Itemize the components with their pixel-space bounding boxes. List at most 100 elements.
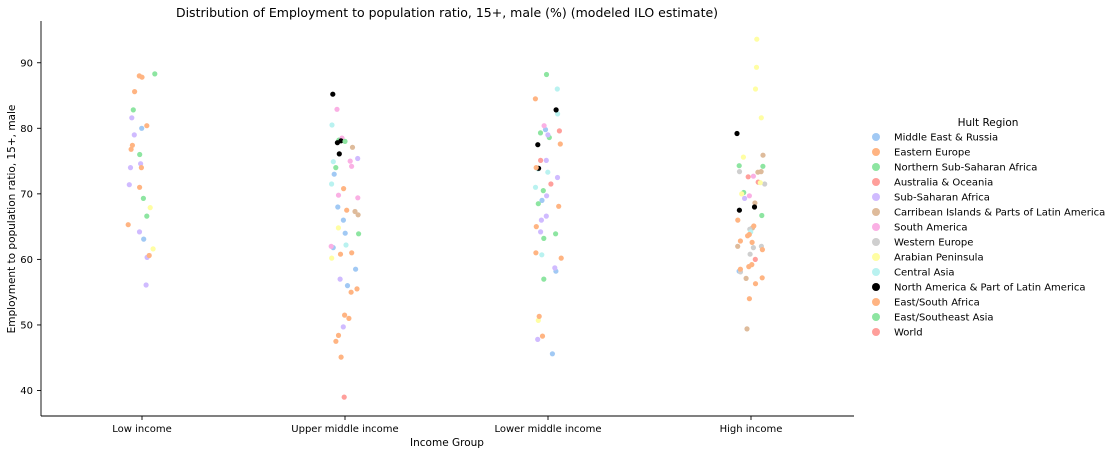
data-point: [538, 229, 544, 235]
data-point: [532, 96, 539, 102]
legend-marker: [872, 223, 880, 231]
data-point: [352, 208, 358, 215]
y-tick-label: 60: [20, 255, 33, 266]
data-point: [753, 64, 760, 70]
data-point: [349, 163, 355, 169]
data-point: [749, 239, 755, 245]
data-point: [538, 217, 545, 223]
legend-marker: [872, 163, 880, 171]
y-tick-label: 80: [20, 124, 33, 135]
data-point: [557, 141, 563, 147]
data-point: [745, 174, 751, 180]
data-point: [340, 324, 346, 330]
data-point: [540, 188, 546, 194]
data-point: [346, 315, 352, 321]
data-point: [541, 235, 547, 241]
data-point: [752, 200, 758, 206]
data-point: [533, 250, 539, 256]
data-point: [750, 245, 757, 251]
data-point: [736, 169, 743, 175]
legend-label: Sub-Saharan Africa: [894, 193, 990, 204]
data-point: [736, 207, 743, 213]
legend-marker: [872, 328, 880, 336]
data-point: [150, 246, 156, 252]
legend-label: East/South Africa: [894, 298, 980, 309]
data-point: [554, 174, 561, 181]
data-point: [740, 154, 747, 160]
data-point: [535, 201, 541, 207]
data-point: [750, 173, 757, 179]
data-point: [751, 223, 757, 229]
data-point: [344, 207, 350, 213]
data-point: [554, 86, 560, 92]
data-point: [329, 255, 335, 261]
data-point: [543, 71, 550, 78]
data-point: [747, 251, 753, 257]
data-point: [331, 171, 337, 177]
data-point: [341, 394, 347, 400]
data-point: [333, 338, 339, 344]
legend-label: Australia & Oceania: [894, 178, 993, 189]
data-point: [355, 212, 361, 218]
y-tick-label: 90: [20, 58, 33, 69]
data-point: [759, 247, 766, 253]
legend-marker: [872, 208, 880, 216]
data-point: [344, 283, 351, 289]
data-point: [146, 252, 152, 259]
data-point: [354, 286, 360, 292]
y-tick-label: 50: [20, 320, 33, 331]
data-point: [130, 107, 136, 113]
x-tick-label: Low income: [112, 424, 172, 435]
legend-marker: [872, 298, 880, 306]
data-point: [757, 180, 763, 186]
x-tick-label: Upper middle income: [291, 424, 398, 435]
data-point: [535, 317, 541, 323]
data-point: [735, 217, 741, 223]
legend-marker: [872, 313, 880, 321]
legend-marker: [872, 178, 880, 186]
legend-label: Northern Sub-Saharan Africa: [894, 163, 1037, 174]
data-point: [336, 151, 342, 157]
data-point: [537, 130, 544, 136]
data-point: [335, 225, 341, 231]
data-point: [545, 132, 551, 138]
data-point: [143, 282, 149, 288]
data-point: [752, 86, 759, 92]
data-point: [349, 144, 356, 150]
data-point: [140, 195, 146, 201]
data-point: [760, 163, 766, 169]
x-ticks: Low income Upper middle income Lower middl…: [112, 416, 782, 435]
data-point: [334, 106, 340, 112]
data-point: [136, 73, 142, 79]
data-point: [337, 251, 344, 257]
legend-marker: [872, 283, 880, 291]
data-point: [541, 123, 547, 129]
data-points: [125, 36, 768, 400]
data-point: [138, 161, 144, 167]
data-point: [535, 142, 541, 148]
legend-marker: [872, 253, 880, 261]
legend-label: Central Asia: [894, 268, 955, 279]
data-point: [538, 157, 544, 163]
data-point: [535, 336, 541, 342]
data-point: [744, 326, 750, 332]
data-point: [348, 289, 354, 295]
data-point: [553, 231, 559, 237]
data-point: [533, 165, 539, 171]
data-point: [329, 181, 335, 187]
data-point: [355, 195, 361, 201]
data-point: [147, 205, 153, 211]
data-point: [335, 332, 342, 338]
data-point: [746, 193, 753, 199]
data-point: [755, 169, 761, 175]
legend-label: Western Europe: [894, 238, 973, 249]
data-point: [558, 255, 564, 261]
y-axis-label: Employment to population ratio, 15+, mal…: [6, 105, 18, 334]
data-point: [335, 192, 342, 198]
data-point: [138, 165, 144, 171]
data-point: [334, 140, 340, 146]
y-tick-label: 70: [20, 189, 33, 200]
data-point: [342, 312, 348, 318]
data-point: [758, 115, 764, 121]
data-point: [353, 266, 359, 272]
